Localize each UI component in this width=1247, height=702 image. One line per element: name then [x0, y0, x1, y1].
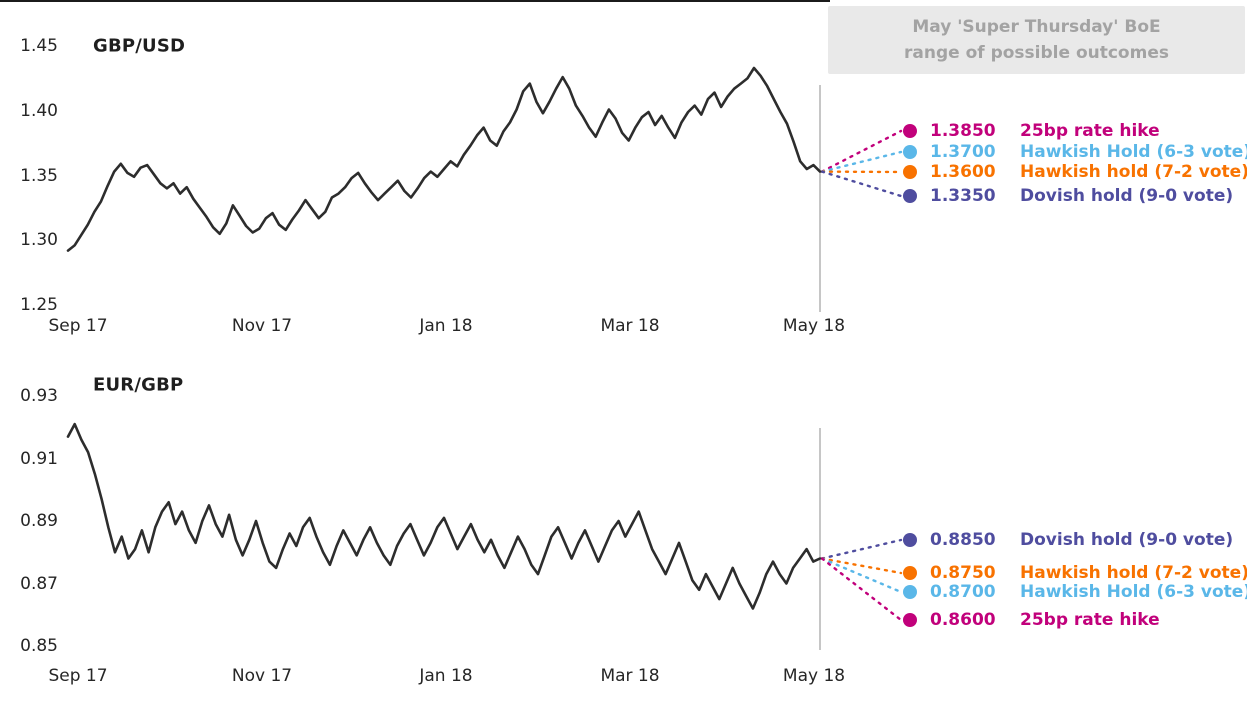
- scenario-label: Dovish hold (9-0 vote): [1020, 186, 1234, 206]
- y-axis-tick: 1.30: [20, 230, 58, 250]
- scenario-row: 0.8750 Hawkish hold (7-2 vote): [903, 563, 1247, 583]
- scenario-label: Hawkish Hold (6-3 vote): [1020, 582, 1247, 602]
- scenario-value: 1.3600: [930, 162, 996, 182]
- scenario-label: Hawkish hold (7-2 vote): [1020, 563, 1247, 583]
- scenario-label: Hawkish hold (7-2 vote): [1020, 162, 1247, 182]
- scenario-dot: [903, 189, 917, 203]
- scenario-connector-line: [820, 557, 903, 575]
- scenario-connector-line: [820, 557, 903, 594]
- x-axis-tick: Sep 17: [48, 316, 108, 336]
- scenario-connector-line: [820, 557, 903, 622]
- scenario-label: 25bp rate hike: [1020, 610, 1160, 630]
- x-axis-tick: Sep 17: [48, 666, 108, 686]
- y-axis-tick: 0.87: [20, 574, 58, 594]
- scenario-label: Dovish hold (9-0 vote): [1020, 530, 1234, 550]
- scenario-row: 1.3600 Hawkish hold (7-2 vote): [903, 162, 1247, 182]
- scenario-connector-line: [820, 538, 903, 560]
- scenario-label: 25bp rate hike: [1020, 121, 1160, 141]
- scenario-value: 0.8700: [930, 582, 996, 602]
- y-axis-tick: 1.35: [20, 166, 58, 186]
- scenario-value: 1.3850: [930, 121, 996, 141]
- scenario-row: 1.3700 Hawkish Hold (6-3 vote): [903, 142, 1247, 162]
- scenario-connector-line: [820, 150, 903, 173]
- scenario-dot: [903, 145, 917, 159]
- eurgbp-price-line: [66, 422, 822, 610]
- y-axis-tick: 0.93: [20, 386, 58, 406]
- x-axis-tick: May 18: [782, 316, 846, 336]
- x-axis-tick: Jan 18: [419, 316, 473, 336]
- chart-title-eurgbp: EUR/GBP: [93, 374, 184, 396]
- x-axis-tick: May 18: [782, 666, 846, 686]
- x-axis-tick: Jan 18: [419, 666, 473, 686]
- chart-title-gbpusd: GBP/USD: [93, 35, 186, 57]
- y-axis-tick: 0.89: [20, 511, 58, 531]
- scenario-row: 0.8700 Hawkish Hold (6-3 vote): [903, 582, 1247, 602]
- scenario-value: 0.8750: [930, 563, 996, 583]
- x-axis-tick: Mar 18: [600, 316, 660, 336]
- x-axis-tick: Nov 17: [231, 316, 293, 336]
- scenario-row: 1.3850 25bp rate hike: [903, 121, 1160, 141]
- scenario-row: 1.3350 Dovish hold (9-0 vote): [903, 186, 1233, 206]
- scenario-dot: [903, 533, 917, 547]
- scenario-connector-line: [820, 170, 903, 198]
- gbpusd-price-line: [66, 66, 822, 252]
- scenario-dot: [903, 613, 917, 627]
- scenario-dot: [903, 124, 917, 138]
- scenario-value: 0.8600: [930, 610, 996, 630]
- annotation-box-line1: May 'Super Thursday' BoE: [912, 16, 1161, 37]
- scenario-connector-line: [820, 129, 903, 173]
- y-axis-tick: 1.40: [20, 101, 58, 121]
- scenario-value: 0.8850: [930, 530, 996, 550]
- scenario-value: 1.3350: [930, 186, 996, 206]
- scenario-value: 1.3700: [930, 142, 996, 162]
- y-axis-tick: 1.25: [20, 295, 58, 315]
- top-border-rule: [0, 0, 830, 2]
- scenario-dot: [903, 566, 917, 580]
- scenario-row: 0.8850 Dovish hold (9-0 vote): [903, 530, 1233, 550]
- scenario-row: 0.8600 25bp rate hike: [903, 610, 1160, 630]
- x-axis-tick: Nov 17: [231, 666, 293, 686]
- y-axis-tick: 0.85: [20, 636, 58, 656]
- annotation-box: May 'Super Thursday' BoE range of possib…: [828, 6, 1245, 74]
- scenario-label: Hawkish Hold (6-3 vote): [1020, 142, 1247, 162]
- scenario-dot: [903, 585, 917, 599]
- x-axis-tick: Mar 18: [600, 666, 660, 686]
- annotation-box-line2: range of possible outcomes: [904, 43, 1169, 63]
- y-axis-tick: 0.91: [20, 449, 58, 469]
- scenario-dot: [903, 165, 917, 179]
- y-axis-tick: 1.45: [20, 36, 58, 56]
